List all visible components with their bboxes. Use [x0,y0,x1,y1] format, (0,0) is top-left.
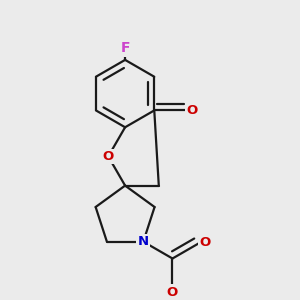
Text: F: F [120,41,130,55]
Text: O: O [103,150,114,163]
Text: O: O [167,286,178,299]
Text: N: N [138,235,149,248]
Text: O: O [199,236,211,249]
Text: O: O [186,104,197,117]
